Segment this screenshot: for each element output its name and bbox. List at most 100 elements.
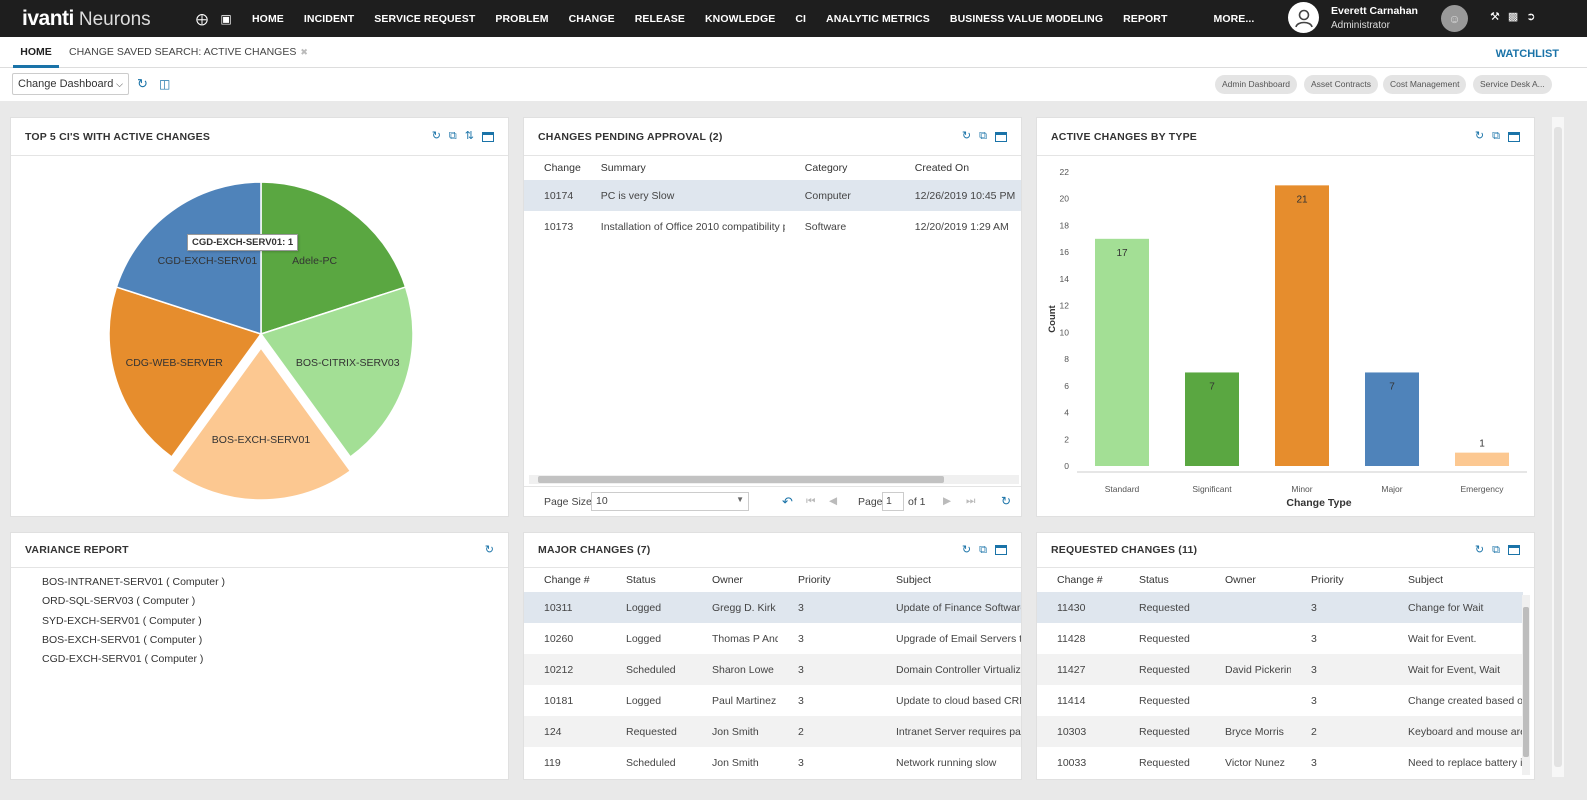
quick-link-asset-contracts[interactable]: Asset Contracts (1304, 75, 1378, 94)
horizontal-scrollbar[interactable] (529, 475, 1019, 484)
list-item[interactable]: BOS-EXCH-SERV01 ( Computer ) (42, 633, 203, 646)
table-row[interactable]: 10174 PC is very Slow Computer 12/26/201… (524, 180, 1021, 211)
list-item[interactable]: CGD-EXCH-SERV01 ( Computer ) (42, 653, 204, 666)
pie-slice[interactable] (108, 286, 263, 459)
vertical-scrollbar[interactable] (1522, 595, 1530, 775)
nav-knowledge[interactable]: KNOWLEDGE (705, 12, 776, 25)
nav-report[interactable]: REPORT (1123, 12, 1168, 25)
brand-logo[interactable]: ivanti Neurons (0, 7, 190, 31)
role-avatar-icon[interactable]: ☺ (1441, 5, 1468, 32)
bar[interactable] (1185, 372, 1239, 466)
copy-icon[interactable]: ⧉ (979, 130, 987, 142)
page-scrollbar[interactable] (1552, 117, 1564, 777)
pie-slice[interactable] (260, 181, 407, 336)
dashboard-select[interactable]: Change Dashboard ⌵ (12, 73, 129, 95)
maximize-icon[interactable] (995, 545, 1007, 555)
bar[interactable] (1365, 372, 1419, 466)
tab-change-saved-search[interactable]: CHANGE SAVED SEARCH: ACTIVE CHANGES ✖ (69, 37, 308, 68)
copy-icon[interactable]: ⧉ (1492, 543, 1500, 556)
col-header[interactable]: Change # (1057, 574, 1103, 586)
col-header[interactable]: Created On (914, 162, 970, 174)
layout-icon[interactable]: ◫ (159, 77, 171, 91)
bar[interactable] (1095, 238, 1149, 466)
nav-problem[interactable]: PROBLEM (495, 12, 549, 25)
bar[interactable] (1455, 452, 1509, 466)
col-header[interactable]: Priority (1311, 574, 1344, 586)
add-icon[interactable]: ⨁ (196, 11, 208, 26)
table-row[interactable]: 11427 Requested David Pickering 3 Wait f… (1037, 654, 1523, 685)
tab-home[interactable]: HOME (13, 37, 59, 68)
col-header[interactable]: Subject (896, 574, 932, 586)
maximize-icon[interactable] (1508, 131, 1520, 142)
nav-analytic-metrics[interactable]: ANALYTIC METRICS (826, 12, 930, 25)
table-row[interactable]: 11414 Requested 3 Change created based o… (1037, 685, 1523, 716)
nav-change[interactable]: CHANGE (568, 12, 615, 25)
refresh-icon[interactable]: ↻ (1474, 130, 1485, 142)
page-input[interactable]: 1 (882, 492, 904, 511)
col-header[interactable]: Status (626, 574, 656, 586)
logout-icon[interactable]: ➲ (1526, 11, 1536, 23)
prev-page-icon[interactable]: ◀ (829, 495, 838, 507)
user-avatar[interactable] (1288, 2, 1319, 33)
page-size-select[interactable]: 10 ▼ (591, 492, 749, 511)
nav-service-request[interactable]: SERVICE REQUEST (374, 12, 476, 25)
col-header[interactable]: Owner (1225, 574, 1256, 586)
nav-business-value-modeling[interactable]: BUSINESS VALUE MODELING (949, 12, 1104, 25)
next-page-icon[interactable]: ▶ (943, 495, 952, 507)
col-header[interactable]: Subject (1408, 574, 1444, 586)
scrollbar-thumb[interactable] (538, 476, 944, 483)
table-row[interactable]: 124 Requested Jon Smith 2 Intranet Serve… (524, 716, 1021, 747)
refresh-icon[interactable]: ↻ (1474, 543, 1485, 556)
col-header[interactable]: Change (544, 162, 581, 174)
table-row[interactable]: 10173 Installation of Office 2010 compat… (524, 211, 1021, 242)
page-scrollbar-thumb[interactable] (1554, 127, 1562, 767)
pie-slice[interactable] (259, 286, 414, 459)
table-row[interactable]: 10260 Logged Thomas P And... 3 Upgrade o… (524, 623, 1021, 654)
table-row[interactable]: 10311 Logged Gregg D. Kirk 3 Update of F… (524, 592, 1021, 623)
table-row[interactable]: 10303 Requested Bryce Morris 2 Keyboard … (1037, 716, 1523, 747)
pie-slice[interactable] (115, 181, 262, 336)
table-row[interactable]: 119 Scheduled Jon Smith 3 Network runnin… (524, 747, 1021, 778)
nav-release[interactable]: RELEASE (634, 12, 685, 25)
col-header[interactable]: Owner (712, 574, 743, 586)
pie-slice[interactable] (170, 346, 352, 501)
quick-link-service-desk[interactable]: Service Desk A... (1473, 75, 1552, 94)
table-row[interactable]: 10033 Requested Victor Nunez 3 Need to r… (1037, 747, 1523, 778)
col-header[interactable]: Priority (798, 574, 831, 586)
nav-home[interactable]: HOME (252, 12, 284, 25)
nav-incident[interactable]: INCIDENT (303, 12, 355, 25)
quick-link-admin-dashboard[interactable]: Admin Dashboard (1215, 75, 1298, 94)
maximize-icon[interactable] (1508, 545, 1520, 555)
col-header[interactable]: Change # (544, 574, 590, 586)
list-item[interactable]: ORD-SQL-SERV03 ( Computer ) (42, 595, 196, 608)
copy-icon[interactable]: ⧉ (1492, 130, 1500, 142)
first-page-icon[interactable]: ⏮ (806, 495, 816, 507)
maximize-icon[interactable] (482, 131, 494, 142)
bar[interactable] (1275, 185, 1329, 466)
chat-icon[interactable]: ▣ (220, 11, 232, 26)
table-row[interactable]: 11428 Requested 3 Wait for Event. (1037, 623, 1523, 654)
scrollbar-thumb[interactable] (1523, 607, 1529, 757)
col-header[interactable]: Summary (600, 162, 646, 174)
watchlist-link[interactable]: WATCHLIST (1495, 48, 1559, 60)
refresh-icon[interactable]: ↻ (961, 130, 972, 142)
col-header[interactable]: Status (1139, 574, 1169, 586)
table-row[interactable]: 10212 Scheduled Sharon Lowe 3 Domain Con… (524, 654, 1021, 685)
user-menu[interactable]: Everett Carnahan Administrator (1288, 2, 1418, 33)
list-item[interactable]: BOS-INTRANET-SERV01 ( Computer ) (42, 576, 226, 588)
close-tab-icon[interactable]: ✖ (300, 47, 308, 57)
sort-icon[interactable]: ⇅ (464, 130, 474, 142)
copy-icon[interactable]: ⧉ (448, 130, 457, 142)
table-row[interactable]: 11430 Requested 3 Change for Wait (1037, 592, 1523, 623)
copy-icon[interactable]: ⧉ (979, 543, 987, 556)
refresh-icon[interactable]: ↻ (484, 543, 494, 556)
nav-more[interactable]: MORE... (1213, 12, 1255, 25)
refresh-icon[interactable]: ↻ (1001, 494, 1012, 508)
col-header[interactable]: Category (804, 162, 848, 174)
maximize-icon[interactable] (995, 131, 1007, 142)
nav-ci[interactable]: CI (795, 12, 807, 25)
list-item[interactable]: SYD-EXCH-SERV01 ( Computer ) (42, 614, 202, 627)
refresh-icon[interactable]: ↻ (137, 76, 148, 91)
quick-link-cost-management[interactable]: Cost Management (1383, 75, 1467, 94)
refresh-icon[interactable]: ↻ (431, 130, 441, 142)
